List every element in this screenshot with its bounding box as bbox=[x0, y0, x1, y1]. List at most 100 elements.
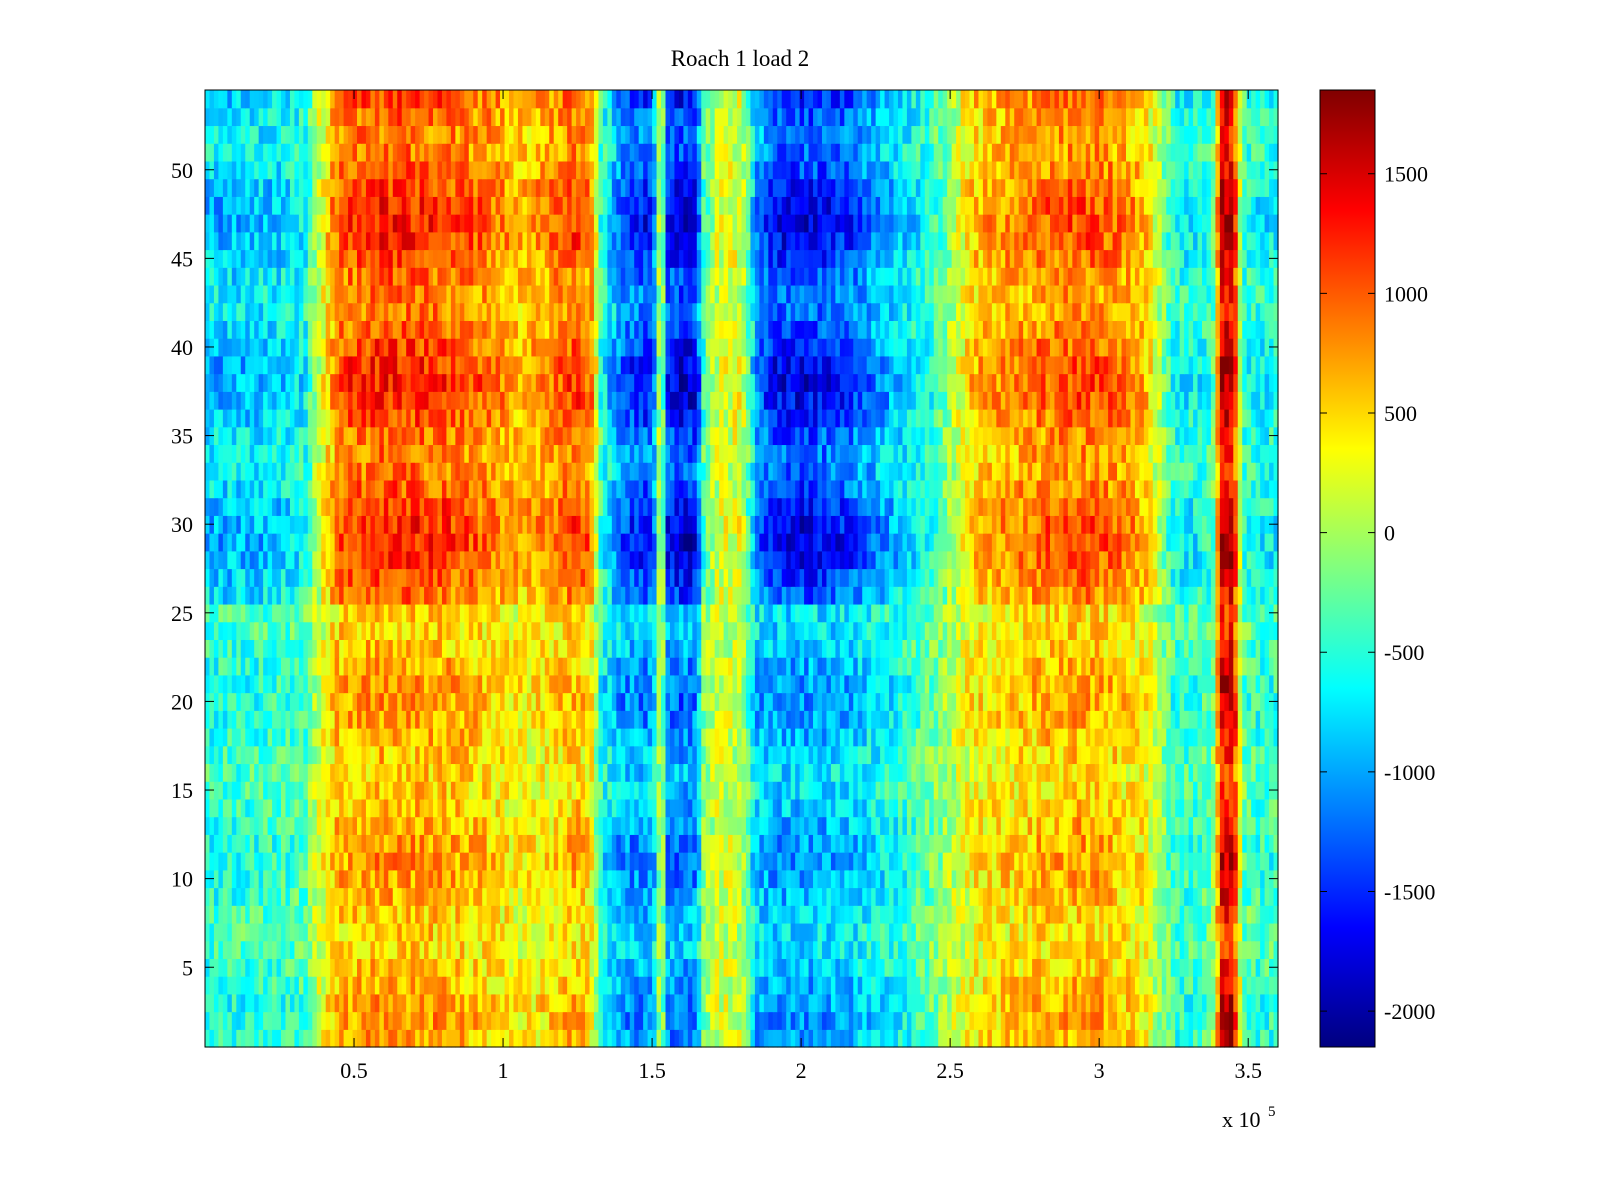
heatmap-cell bbox=[450, 905, 456, 924]
heatmap-cell bbox=[602, 816, 608, 835]
heatmap-cell bbox=[772, 763, 778, 782]
heatmap-cell bbox=[236, 816, 242, 835]
heatmap-cell bbox=[1085, 692, 1091, 711]
heatmap-cell bbox=[231, 887, 237, 906]
heatmap-cell bbox=[620, 993, 626, 1013]
heatmap-cell bbox=[741, 674, 747, 694]
heatmap-cell bbox=[285, 993, 291, 1013]
heatmap-cell bbox=[397, 887, 403, 906]
heatmap-cell bbox=[629, 745, 635, 765]
heatmap-cell bbox=[786, 728, 792, 747]
heatmap-cell bbox=[799, 940, 805, 959]
heatmap-cell bbox=[205, 852, 211, 871]
heatmap-cell bbox=[593, 834, 600, 853]
heatmap-cell bbox=[817, 976, 823, 995]
heatmap-cell bbox=[298, 993, 304, 1013]
heatmap-cell bbox=[835, 781, 841, 800]
heatmap-cell bbox=[231, 763, 237, 782]
heatmap-cell bbox=[1023, 905, 1029, 924]
heatmap-cell bbox=[1085, 763, 1091, 782]
heatmap-cell bbox=[213, 1011, 220, 1030]
heatmap-cell bbox=[750, 674, 756, 694]
heatmap-cell bbox=[1125, 692, 1132, 711]
heatmap-cell bbox=[669, 834, 676, 853]
heatmap-cell bbox=[450, 745, 456, 765]
heatmap-cell bbox=[272, 940, 278, 959]
heatmap-cell bbox=[468, 710, 474, 729]
heatmap-cell bbox=[1193, 710, 1199, 729]
heatmap-cell bbox=[1215, 816, 1221, 835]
heatmap-cell bbox=[701, 887, 707, 906]
heatmap-cell bbox=[1175, 1029, 1181, 1048]
heatmap-cell bbox=[602, 781, 608, 800]
heatmap-cell bbox=[661, 976, 667, 995]
heatmap-cell bbox=[1027, 798, 1033, 818]
heatmap-cell bbox=[316, 834, 322, 853]
heatmap-cell bbox=[535, 692, 541, 711]
heatmap-cell bbox=[656, 745, 662, 765]
heatmap-cell bbox=[750, 816, 756, 835]
heatmap-cell bbox=[1184, 745, 1190, 765]
heatmap-cell bbox=[692, 745, 698, 765]
heatmap-cell bbox=[1269, 852, 1275, 871]
heatmap-cell bbox=[687, 816, 693, 835]
heatmap-cell bbox=[1076, 834, 1082, 853]
heatmap-cell bbox=[781, 763, 787, 782]
heatmap-cell bbox=[728, 852, 734, 871]
heatmap-cell bbox=[468, 958, 474, 977]
heatmap-cell bbox=[334, 869, 340, 889]
heatmap-cell bbox=[294, 958, 300, 977]
heatmap-cell bbox=[1121, 869, 1127, 889]
heatmap-cell bbox=[1219, 834, 1225, 853]
heatmap-cell bbox=[213, 834, 220, 853]
heatmap-cell bbox=[1202, 745, 1208, 765]
heatmap-cell bbox=[236, 834, 242, 853]
heatmap-cell bbox=[500, 922, 506, 942]
heatmap-cell bbox=[799, 834, 805, 853]
heatmap-cell bbox=[321, 940, 327, 959]
heatmap-cell bbox=[656, 940, 662, 959]
heatmap-cell bbox=[348, 834, 354, 853]
heatmap-cell bbox=[1202, 993, 1208, 1013]
heatmap-cell bbox=[1108, 922, 1114, 942]
heatmap-cell bbox=[325, 798, 331, 818]
heatmap-cell bbox=[1228, 745, 1234, 765]
heatmap-cell bbox=[978, 905, 984, 924]
heatmap-cell bbox=[1009, 816, 1015, 835]
heatmap-cell bbox=[1264, 816, 1270, 835]
heatmap-cell bbox=[500, 710, 506, 729]
heatmap-cell bbox=[540, 1029, 546, 1048]
heatmap-cell bbox=[433, 798, 439, 818]
heatmap-cell bbox=[535, 869, 541, 889]
heatmap-cell bbox=[491, 816, 497, 835]
heatmap-cell bbox=[1224, 922, 1230, 942]
heatmap-cell bbox=[889, 852, 895, 871]
heatmap-cell bbox=[1175, 905, 1181, 924]
heatmap-cell bbox=[303, 1029, 309, 1048]
heatmap-cell bbox=[768, 940, 774, 959]
heatmap-cell bbox=[857, 905, 863, 924]
heatmap-cell bbox=[830, 728, 836, 747]
heatmap-cell bbox=[464, 728, 470, 747]
heatmap-cell bbox=[808, 905, 814, 924]
heatmap-cell bbox=[665, 976, 671, 995]
heatmap-cell bbox=[625, 905, 631, 924]
heatmap-cell bbox=[687, 958, 693, 977]
heatmap-cell bbox=[1157, 834, 1163, 853]
heatmap-cell bbox=[249, 852, 255, 871]
heatmap-cell bbox=[1170, 887, 1176, 906]
heatmap-cell bbox=[526, 958, 532, 977]
heatmap-cell bbox=[1179, 976, 1185, 995]
heatmap-cell bbox=[625, 1011, 631, 1030]
heatmap-cell bbox=[1005, 674, 1011, 694]
heatmap-cell bbox=[1130, 781, 1136, 800]
heatmap-cell bbox=[321, 763, 327, 782]
heatmap-cell bbox=[522, 745, 528, 765]
heatmap-cell bbox=[804, 816, 810, 835]
heatmap-cell bbox=[652, 993, 658, 1013]
heatmap-cell bbox=[589, 834, 595, 853]
heatmap-cell bbox=[1009, 1029, 1015, 1048]
heatmap-cell bbox=[598, 976, 604, 995]
heatmap-cell bbox=[236, 745, 242, 765]
heatmap-cell bbox=[236, 710, 242, 729]
